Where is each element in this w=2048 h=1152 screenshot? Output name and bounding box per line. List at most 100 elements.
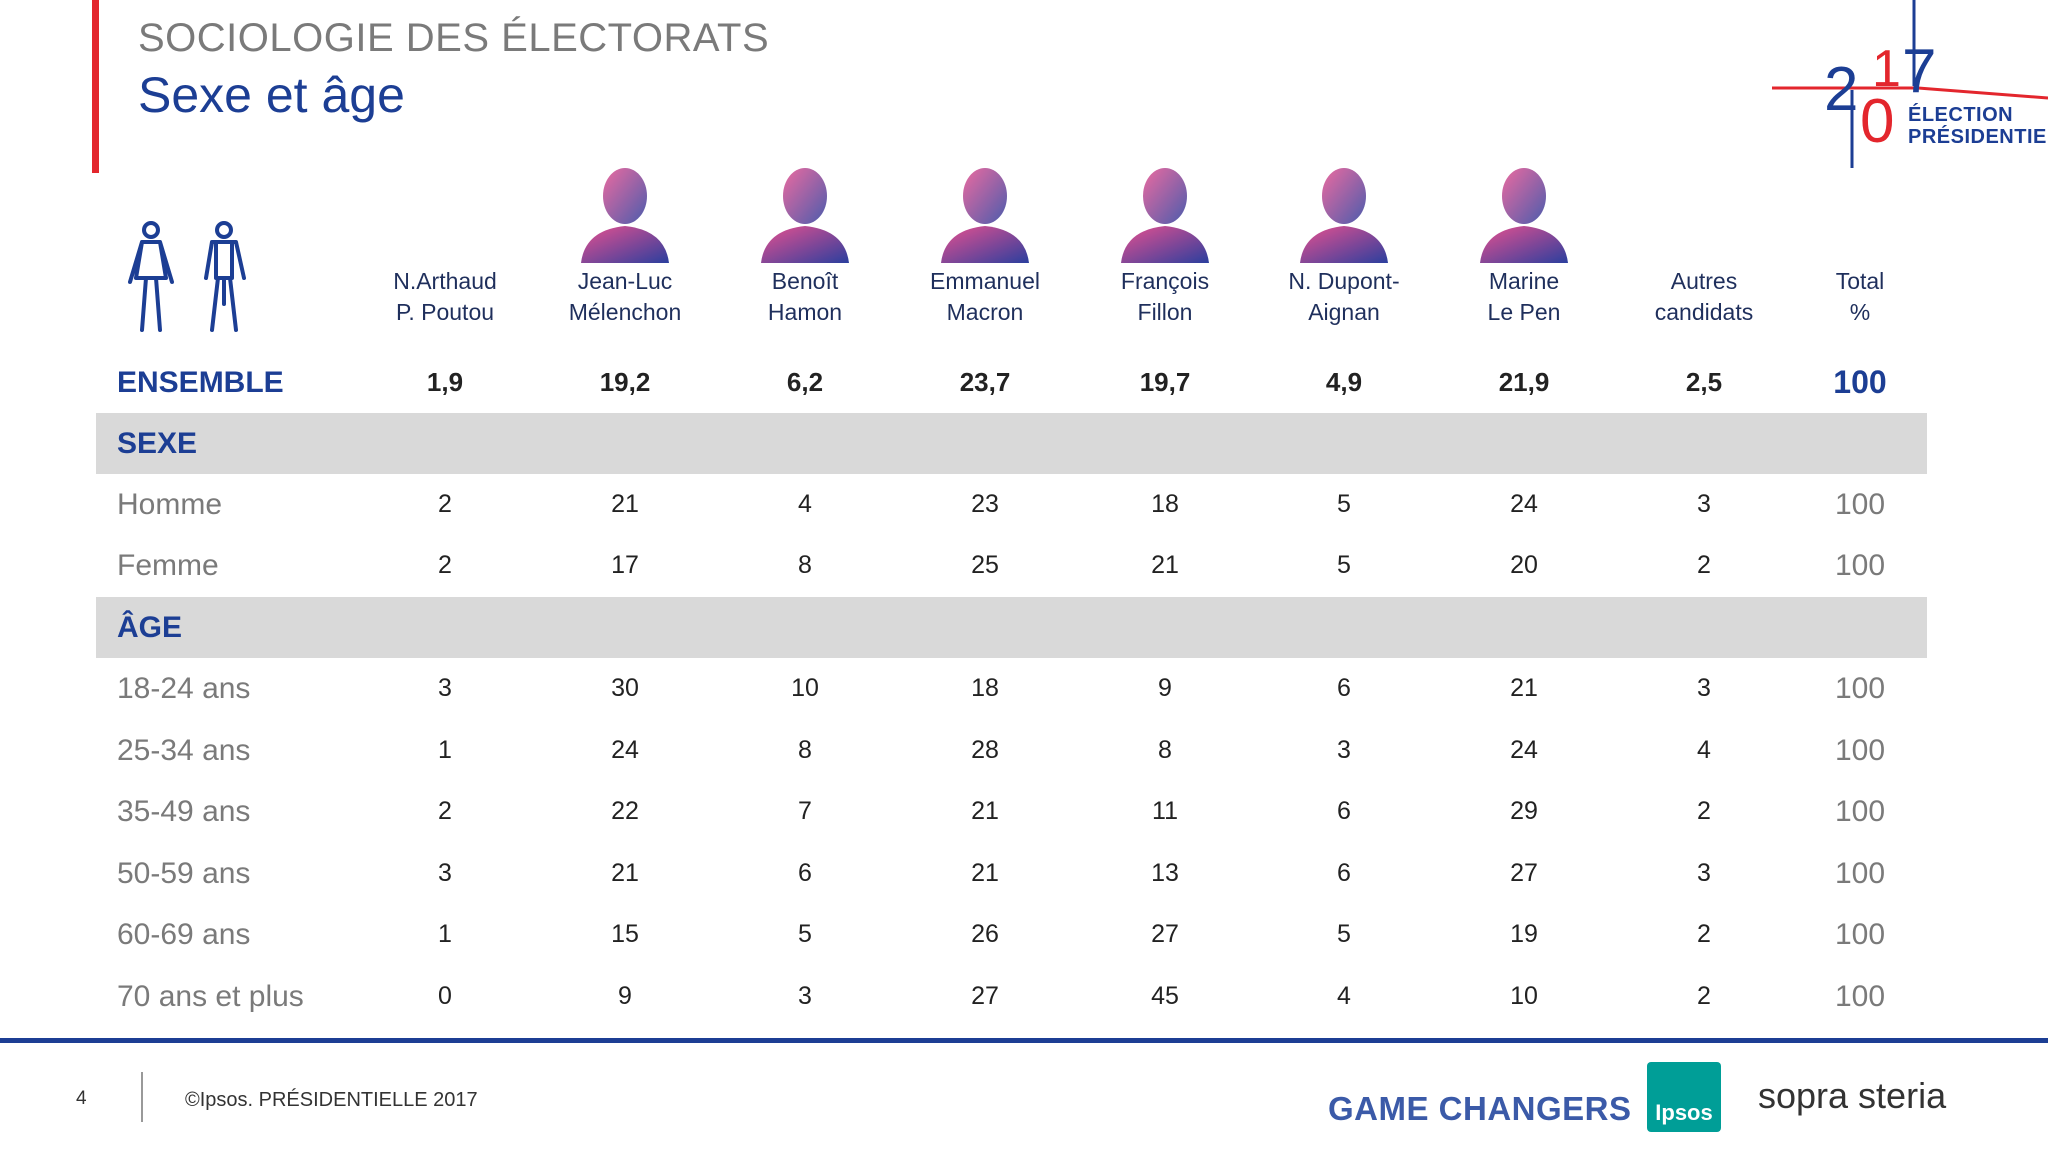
value-cell: 21 [1151, 551, 1179, 579]
election-logo-text: ÉLECTION PRÉSIDENTIELLE [1908, 104, 2048, 148]
value-cell: 3 [438, 859, 452, 887]
table-row: ENSEMBLE 1,9 19,2 6,2 23,7 19,7 4,9 21,9 2,5 100 [96, 352, 1927, 413]
value-cell: 5 [1337, 551, 1351, 579]
value-cell: 2 [438, 490, 452, 518]
value-cell: 22 [611, 797, 639, 825]
gender-icon [128, 221, 246, 332]
value-cell: 3 [1697, 674, 1711, 702]
value-cell: 1 [438, 920, 452, 948]
value-cell: 6 [1337, 674, 1351, 702]
value-cell: 10 [1510, 982, 1538, 1010]
total-cell: 100 [1834, 488, 1886, 521]
column-header-2: Benoît Hamon [720, 266, 890, 328]
column-header-line1: N. Dupont- [1288, 268, 1400, 294]
column-header-3: Emmanuel Macron [900, 266, 1070, 328]
column-header-line2: Fillon [1137, 299, 1193, 325]
value-cell: 2,5 [1685, 367, 1723, 397]
value-cell: 8 [1158, 736, 1172, 764]
section-row: ÂGE [96, 597, 1927, 658]
value-cell: 23 [971, 490, 999, 518]
row-label: Femme [117, 549, 219, 582]
candidate-photo-2 [761, 168, 849, 263]
value-cell: 27 [1510, 859, 1538, 887]
table-row: 35-49 ans 2 22 7 21 11 6 29 2 100 [96, 781, 1927, 842]
value-cell: 18 [971, 674, 999, 702]
row-label: ENSEMBLE [117, 366, 284, 399]
column-header-8: Total% [1775, 266, 1945, 328]
column-header-line1: Jean-Luc [577, 268, 673, 294]
row-label: 35-49 ans [117, 795, 251, 828]
value-cell: 7 [798, 797, 812, 825]
value-cell: 25 [971, 551, 999, 579]
logo-digit-1: 1 [1872, 40, 1901, 98]
column-header-line1: Total [1835, 268, 1885, 294]
logo-digit-2: 2 [1824, 55, 1858, 124]
total-cell: 100 [1834, 980, 1886, 1013]
value-cell: 4 [1697, 736, 1711, 764]
value-cell: 23,7 [959, 367, 1011, 397]
value-cell: 1 [438, 736, 452, 764]
total-cell: 100 [1834, 734, 1886, 767]
row-label: 18-24 ans [117, 672, 251, 705]
total-cell: 100 [1834, 857, 1886, 890]
value-cell: 26 [971, 920, 999, 948]
candidate-photo-4 [1121, 168, 1209, 263]
election-2017-logo: 2 0 1 7 [1772, 0, 2048, 168]
value-cell: 10 [791, 674, 819, 702]
row-label: 70 ans et plus [117, 980, 304, 1013]
value-cell: 19 [1510, 920, 1538, 948]
value-cell: 4,9 [1325, 367, 1363, 397]
value-cell: 0 [438, 982, 452, 1010]
candidate-photo-3 [941, 168, 1029, 263]
value-cell: 21 [971, 797, 999, 825]
header-accent-bar [92, 0, 99, 173]
footer-divider [0, 1038, 2048, 1043]
total-cell: 100 [1834, 918, 1886, 951]
value-cell: 5 [1337, 490, 1351, 518]
ipsos-logo: Ipsos [1647, 1062, 1721, 1132]
game-changers-logo: GAME CHANGERS [1328, 1090, 1632, 1127]
value-cell: 19,7 [1139, 367, 1191, 397]
value-cell: 28 [971, 736, 999, 764]
value-cell: 3 [438, 674, 452, 702]
value-cell: 11 [1152, 797, 1178, 825]
column-header-1: Jean-Luc Mélenchon [540, 266, 710, 328]
election-logo-line2: PRÉSIDENTIELLE [1908, 126, 2048, 148]
value-cell: 3 [1697, 859, 1711, 887]
column-header-4: François Fillon [1080, 266, 1250, 328]
column-header-line1: Emmanuel [930, 268, 1040, 294]
ipsos-logo-text: Ipsos [1655, 1100, 1713, 1125]
value-cell: 21 [971, 859, 999, 887]
value-cell: 9 [618, 982, 632, 1010]
column-header-line2: % [1849, 299, 1871, 325]
value-cell: 1,9 [426, 367, 464, 397]
column-header-line1: Benoît [771, 268, 839, 294]
candidate-photo-5 [1300, 168, 1388, 263]
value-cell: 2 [438, 551, 452, 579]
table-row: 70 ans et plus 0 9 3 27 45 4 10 2 100 [96, 966, 1927, 1027]
sopra-steria-logo: sopra steria [1758, 1075, 1947, 1116]
value-cell: 21 [1510, 674, 1538, 702]
section-row: SEXE [96, 413, 1927, 474]
column-header-line2: P. Poutou [395, 299, 495, 325]
total-cell: 100 [1834, 672, 1886, 705]
value-cell: 45 [1151, 982, 1179, 1010]
value-cell: 19,2 [599, 367, 651, 397]
total-cell: 100 [1834, 795, 1886, 828]
column-header-line1: Marine [1488, 268, 1560, 294]
value-cell: 21,9 [1498, 367, 1550, 397]
row-label: 60-69 ans [117, 918, 251, 951]
table-row: 50-59 ans 3 21 6 21 13 6 27 3 100 [96, 843, 1927, 904]
column-header-line2: Mélenchon [568, 299, 682, 325]
value-cell: 30 [611, 674, 639, 702]
value-cell: 5 [798, 920, 812, 948]
table-row: 60-69 ans 1 15 5 26 27 5 19 2 100 [96, 904, 1927, 965]
value-cell: 15 [611, 920, 639, 948]
election-logo-line1: ÉLECTION [1908, 104, 2014, 126]
value-cell: 3 [1337, 736, 1351, 764]
column-header-line2: Hamon [767, 299, 843, 325]
value-cell: 6 [1337, 859, 1351, 887]
column-header-line2: Aignan [1308, 299, 1380, 325]
value-cell: 24 [1510, 490, 1538, 518]
value-cell: 24 [1510, 736, 1538, 764]
